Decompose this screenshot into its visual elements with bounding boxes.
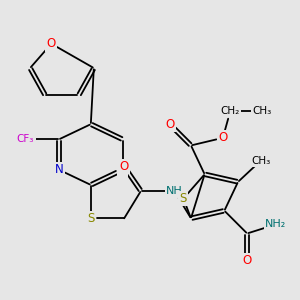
Text: CH₃: CH₃ xyxy=(251,156,270,166)
Text: N: N xyxy=(118,163,127,176)
Text: S: S xyxy=(87,212,94,225)
Text: S: S xyxy=(180,192,187,205)
Text: CF₃: CF₃ xyxy=(17,134,34,144)
Text: O: O xyxy=(120,160,129,173)
Text: N: N xyxy=(55,163,63,176)
Text: CH₂: CH₂ xyxy=(221,106,240,116)
Text: O: O xyxy=(47,37,56,50)
Text: NH: NH xyxy=(166,186,183,196)
Text: CH₃: CH₃ xyxy=(253,106,272,116)
Text: O: O xyxy=(242,254,252,267)
Text: O: O xyxy=(218,131,227,144)
Text: NH₂: NH₂ xyxy=(265,219,286,230)
Text: O: O xyxy=(165,118,174,131)
